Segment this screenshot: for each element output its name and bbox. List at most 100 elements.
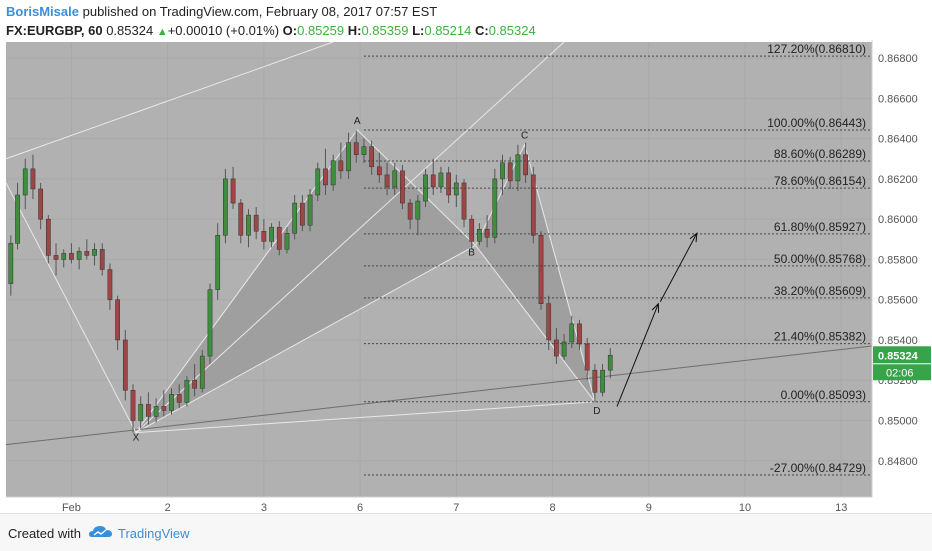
candle-body [261,230,267,242]
candle-body [415,200,421,220]
price-tick-label: 0.85800 [878,254,918,266]
candle-body [199,355,205,389]
price-tick-label: 0.86400 [878,134,918,146]
candle-body [153,406,159,417]
candle-body [138,404,144,421]
candle-body [292,202,298,234]
candle-body [53,255,59,260]
candle-body [38,188,44,220]
fib-label: 38.20%(0.85609) [774,284,866,298]
low-value: 0.85214 [424,23,472,38]
candle-body [207,289,213,357]
candle-body [507,162,513,182]
time-tick-label: 8 [549,502,555,513]
fib-label: 0.00%(0.85093) [781,388,866,402]
author-link[interactable]: BorisMisale [6,4,79,19]
current-price-badge [873,346,931,364]
candle-body [461,182,467,220]
price-tick-label: 0.84800 [878,456,918,468]
candle-body [554,339,559,357]
candle-body [299,202,305,226]
countdown-badge [873,364,931,381]
symbol-label: FX:EURGBP, 60 [6,23,103,38]
candle-body [8,243,14,284]
candle-body [253,214,259,232]
fib-label: 88.60%(0.86289) [774,147,866,161]
candle-body [492,178,498,238]
pattern-point-label: B [468,247,475,258]
candle-body [169,394,174,411]
fib-label: 127.20%(0.86810) [767,42,866,56]
projection-arrow [616,303,659,407]
price-chart[interactable]: 127.20%(0.86810) 100.00%(0.86443) 88.60%(0… [0,40,932,513]
fib-label: -27.00%(0.84729) [770,461,866,475]
time-axis[interactable]: Feb 2 3 6 7 8 9 10 13 [0,496,932,513]
candle-body [407,202,413,220]
time-tick-label: 9 [646,502,652,513]
arrow-head-icon [689,232,698,243]
tradingview-link[interactable]: TradingView [118,526,190,541]
low-label: L: [412,23,425,38]
candle-body [176,394,182,403]
fib-label: 78.60%(0.86154) [774,174,866,188]
candle-body [223,178,228,236]
candle-body [238,202,244,236]
candle-body [484,228,490,238]
left-trendline [5,182,137,433]
plot-area [6,42,872,497]
candle-body [45,218,51,256]
candle-body [430,174,436,188]
candle-body [384,174,390,188]
candle-body [130,390,136,421]
time-tick-label: 2 [165,502,171,513]
candle-body [122,339,128,391]
pattern-point-label: D [593,406,600,417]
candle-body [561,341,567,357]
candle-body [146,404,151,417]
pattern-point-label: X [133,433,140,444]
pattern-xd-leg [135,401,595,434]
price-axis[interactable]: 0.848000.850000.852000.854000.856000.858… [871,40,932,513]
diagonal-trendline [135,41,565,433]
pattern-bcd-triangle [474,143,596,403]
candle-body [330,160,336,186]
time-tick-label: Feb [62,502,81,513]
candle-body [592,369,598,393]
time-tick-label: 10 [739,502,751,513]
fib-levels: 127.20%(0.86810) 100.00%(0.86443) 88.60%(0… [363,42,872,476]
countdown-label: 02:06 [886,367,914,379]
candles [8,130,613,433]
candle-body [530,174,536,236]
candle-body [438,172,444,188]
candle-body [269,226,274,242]
price-tick-label: 0.86600 [878,93,918,105]
candle-body [446,172,451,196]
current-price-label: 0.85324 [878,350,919,362]
published-text: published on TradingView.com, February 0… [82,4,438,19]
close-label: C: [474,23,489,38]
price-tick-label: 0.85000 [878,415,918,427]
symbol-line: FX:EURGBP, 60 0.85324 ▲+0.00010 (+0.01%)… [6,23,536,38]
pattern-point-label: C [521,131,528,142]
candle-body [99,249,105,270]
up-triangle-icon: ▲ [156,26,168,38]
candle-body [600,369,605,393]
created-with-text: Created with [8,526,81,541]
last-price: 0.85324 [106,23,154,38]
candle-body [400,170,405,204]
tradingview-cloud-icon[interactable] [88,524,114,540]
candle-body [538,235,544,304]
candle-body [515,154,521,182]
candle-body [523,154,528,176]
fib-label: 21.40%(0.85382) [774,330,866,344]
pattern-xab-triangle [135,129,477,434]
pattern-point-label: A [354,116,361,127]
price-tick-label: 0.86200 [878,174,918,186]
candle-body [500,162,505,180]
candle-body [353,142,359,155]
candle-body [69,253,74,260]
fib-label: 50.00%(0.85768) [774,252,866,266]
candle-body [577,323,582,345]
candle-body [22,168,28,196]
publish-line: BorisMisale published on TradingView.com… [6,4,437,19]
